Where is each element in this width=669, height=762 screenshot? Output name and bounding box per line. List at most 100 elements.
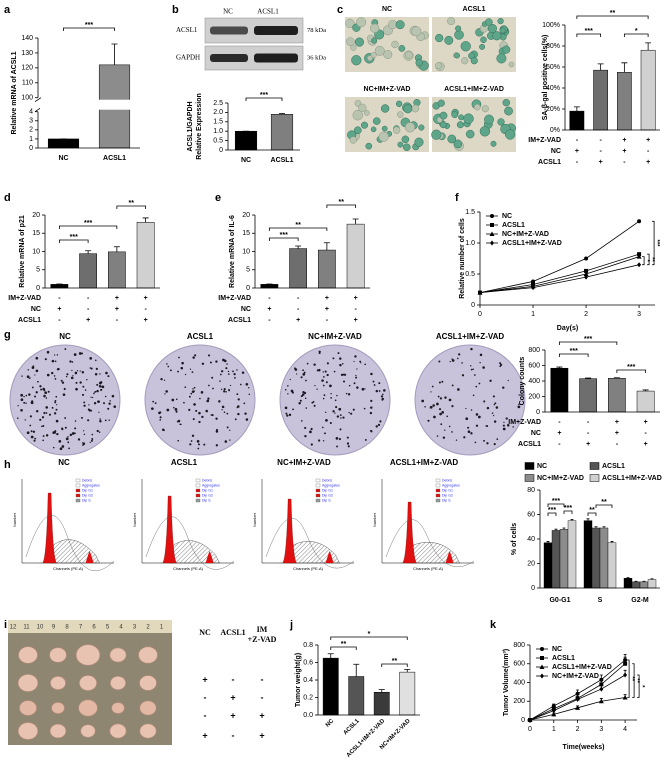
- legend-swatch: [195, 478, 201, 483]
- error-bar: [645, 42, 652, 51]
- colony: [237, 405, 240, 408]
- point: [531, 285, 536, 291]
- flow-y-label: Number: [372, 512, 377, 527]
- condition-mark: +: [646, 137, 650, 144]
- colony: [474, 441, 477, 444]
- cell: [492, 31, 502, 41]
- colony: [229, 384, 232, 387]
- colony: [166, 363, 168, 365]
- error-bar: [352, 218, 359, 225]
- colony: [347, 445, 350, 448]
- colony: [379, 420, 382, 423]
- colony: [339, 428, 342, 431]
- error-bar: [610, 541, 614, 543]
- cell: [370, 52, 377, 59]
- ruler-number: 6: [92, 625, 96, 631]
- colony: [99, 418, 101, 420]
- cell: [435, 33, 444, 43]
- colony: [378, 382, 381, 385]
- blot-band: [254, 53, 298, 63]
- condition-mark: -: [616, 441, 619, 448]
- colony: [209, 361, 212, 364]
- bar: [640, 49, 656, 131]
- legend-swatch: [589, 462, 600, 470]
- dish-label: ACSL1+IM+Z-VAD: [436, 332, 505, 341]
- bar: [591, 527, 601, 589]
- ruler: [8, 620, 172, 633]
- y-axis-label: Relative number of cells: [459, 218, 466, 299]
- colony: [42, 387, 46, 391]
- point: [599, 686, 604, 692]
- panel-label: b: [172, 4, 179, 16]
- y-tick-label: 0: [219, 147, 223, 154]
- significance-label: **: [339, 199, 345, 206]
- fit-curve: [25, 515, 115, 571]
- colony: [52, 446, 55, 449]
- colony: [467, 426, 470, 429]
- table-header: ACSL1: [220, 628, 245, 637]
- histogram-label: NC+IM+Z-VAD: [277, 458, 331, 467]
- condition-mark: +: [615, 419, 619, 426]
- error-bar: [279, 113, 285, 115]
- flow-legend-label: Dip G1: [322, 488, 333, 492]
- bar: [567, 520, 577, 589]
- condition-mark: -: [268, 295, 271, 302]
- condition-mark: +: [296, 317, 300, 324]
- colony: [350, 412, 353, 415]
- colony: [427, 419, 430, 422]
- legend-marker: [540, 647, 544, 651]
- bar: [108, 251, 126, 289]
- colony: [431, 385, 434, 388]
- colony: [479, 353, 483, 357]
- cell: [484, 114, 494, 125]
- condition-mark: -: [647, 148, 650, 155]
- tumor: [111, 702, 125, 714]
- colony: [64, 426, 67, 429]
- colony: [285, 412, 288, 415]
- significance-bracket: [627, 659, 630, 698]
- flow-x-label: Channels (PE-A): [53, 566, 84, 571]
- blot-size-label: 78 kDa: [307, 27, 326, 34]
- colony: [470, 368, 473, 371]
- colony: [429, 405, 433, 409]
- y-tick-label: 60%: [546, 64, 560, 71]
- y-tick-label: 100%: [542, 22, 560, 29]
- colony: [44, 358, 47, 361]
- bar: [289, 248, 307, 289]
- colony: [444, 429, 446, 431]
- colony: [451, 405, 454, 408]
- flow-legend-label: Dip S: [82, 498, 91, 502]
- legend-swatch: [435, 493, 441, 498]
- x-tick-label: 0: [528, 726, 532, 733]
- colony: [90, 409, 93, 412]
- colony: [191, 371, 194, 373]
- colony: [167, 365, 170, 368]
- error-bar: [556, 366, 563, 369]
- y-tick-label: 0: [36, 285, 40, 292]
- colony: [436, 402, 439, 406]
- error-bar: [585, 377, 592, 379]
- colony: [82, 385, 85, 388]
- colony: [493, 420, 497, 423]
- colony: [324, 370, 327, 373]
- colony: [229, 439, 231, 441]
- colony: [364, 438, 367, 441]
- colony: [339, 414, 342, 416]
- colony: [191, 434, 195, 438]
- condition-mark: -: [587, 430, 590, 437]
- x-tick-label: G2-M: [631, 597, 649, 604]
- significance-label: ***: [584, 336, 592, 343]
- colony: [494, 402, 497, 405]
- colony: [67, 441, 70, 444]
- y-tick-label: 0.5: [213, 137, 223, 144]
- colony: [54, 377, 57, 380]
- dish-label: NC+IM+Z-VAD: [308, 332, 362, 341]
- colony: [208, 384, 210, 387]
- colony: [152, 400, 155, 403]
- error-bar: [353, 663, 360, 677]
- colony: [499, 362, 502, 365]
- condition-mark: +: [57, 306, 61, 313]
- condition-mark: -: [87, 295, 90, 302]
- significance-label: **: [589, 507, 595, 514]
- colony: [188, 395, 191, 398]
